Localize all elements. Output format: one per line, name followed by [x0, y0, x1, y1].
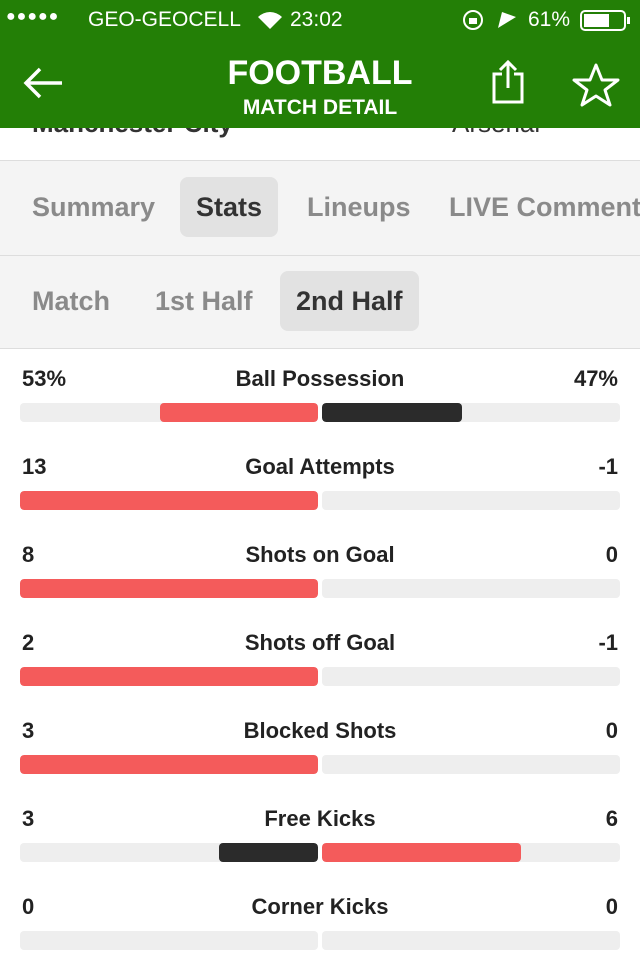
- away-value: 47%: [573, 366, 618, 391]
- stat-label: Blocked Shots: [243, 718, 397, 743]
- share-button[interactable]: [490, 60, 526, 106]
- tab[interactable]: Summary: [32, 192, 156, 222]
- away-value: 6: [605, 806, 618, 831]
- stat-label: Ball Possession: [235, 366, 405, 391]
- bar-track: [20, 667, 318, 686]
- away-value: 0: [605, 718, 618, 743]
- home-bar: [20, 755, 318, 774]
- back-button[interactable]: [22, 66, 66, 100]
- subtitle: MATCH DETAIL: [242, 96, 398, 119]
- period-tab[interactable]: 1st Half: [155, 286, 253, 316]
- period-bar: Match 1st Half 2nd Half: [0, 256, 640, 349]
- home-value: 3: [22, 806, 35, 831]
- stat-label: Shots off Goal: [244, 630, 396, 655]
- home-value: 0: [22, 894, 35, 919]
- home-bar: [20, 579, 318, 598]
- signal: ●●●●●: [6, 8, 60, 25]
- tab-bar: Summary Stats Lineups LIVE Comment: [0, 160, 640, 256]
- home-bar: [218, 843, 318, 862]
- away-value: 0: [605, 542, 618, 567]
- tab[interactable]: Stats: [180, 177, 279, 237]
- bar-track: [322, 843, 620, 862]
- stat-row: 3 Free Kicks 6: [0, 790, 640, 878]
- stat-row: 0 Corner Kicks 0: [0, 878, 640, 966]
- stat-row: 8 Shots on Goal 0: [0, 526, 640, 614]
- period-tab[interactable]: Match: [32, 286, 111, 316]
- home-value: 53%: [22, 366, 67, 391]
- bar-track: [322, 579, 620, 598]
- bar-track: [20, 755, 318, 774]
- bar-track: [20, 931, 318, 950]
- home-value: 2: [22, 630, 35, 655]
- bar-track: [20, 403, 318, 422]
- away-value: -1: [598, 630, 618, 655]
- bar-track: [20, 491, 318, 510]
- home-value: 3: [22, 718, 35, 743]
- status-bar: ●●●●● GEO-GEOCELL 23:02 61%: [0, 0, 640, 40]
- title: FOOTBALL: [227, 54, 413, 92]
- home-bar: [20, 491, 318, 510]
- home-value: 8: [22, 542, 35, 567]
- period-tab[interactable]: 2nd Half: [280, 271, 419, 331]
- stat-label: Goal Attempts: [245, 454, 395, 479]
- home-bar: [20, 667, 318, 686]
- tab[interactable]: Lineups: [307, 192, 411, 222]
- away-bar: [322, 843, 521, 862]
- bar-track: [20, 843, 318, 862]
- bar-track: [322, 755, 620, 774]
- status-icons: [463, 10, 516, 30]
- home-value: 13: [22, 454, 47, 479]
- stat-row: 2 Shots off Goal -1: [0, 614, 640, 702]
- stat-row: 13 Goal Attempts -1: [0, 438, 640, 526]
- stat-row: 53% Ball Possession 47%: [0, 350, 640, 438]
- bar-track: [322, 491, 620, 510]
- battery-percent: 61%: [528, 8, 571, 31]
- home-bar: [160, 403, 318, 422]
- bar-track: [322, 403, 620, 422]
- tab[interactable]: LIVE Comment: [449, 192, 640, 222]
- time: 23:02: [290, 8, 343, 31]
- wifi-icon: [258, 12, 282, 29]
- stat-row: 3 Blocked Shots 0: [0, 702, 640, 790]
- stat-label: Shots on Goal: [245, 542, 395, 567]
- bar-track: [20, 579, 318, 598]
- away-value: -1: [598, 454, 618, 479]
- bar-track: [322, 931, 620, 950]
- favorite-button[interactable]: [570, 62, 622, 108]
- carrier: GEO-GEOCELL: [88, 8, 241, 31]
- app-header: FOOTBALL MATCH DETAIL: [0, 40, 640, 128]
- away-bar: [322, 403, 463, 422]
- bar-track: [322, 667, 620, 686]
- stat-label: Free Kicks: [264, 806, 376, 831]
- stat-label: Corner Kicks: [251, 894, 389, 919]
- away-value: 0: [605, 894, 618, 919]
- battery-icon: [580, 10, 630, 31]
